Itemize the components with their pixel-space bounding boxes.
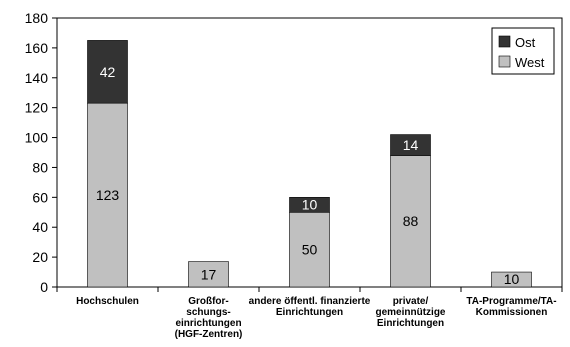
category-label-line: (HGF-Zentren) — [175, 329, 243, 340]
bar-ost — [390, 134, 431, 156]
legend-box — [491, 27, 555, 75]
category-label-line: einrichtungen — [175, 318, 241, 329]
legend-swatch-ost — [498, 35, 511, 48]
category-label: andere öffentl. finanzierte Einrichtungen — [249, 296, 371, 318]
category-label-line: Großfor- — [188, 296, 229, 307]
legend-swatch-west — [498, 55, 511, 68]
category-label-line: Einrichtungen — [276, 307, 343, 318]
category-label-line: schungs- — [186, 307, 230, 318]
bar-west — [491, 271, 532, 288]
data-label-west: 10 — [504, 271, 520, 287]
category-label: private/gemeinnützige Einrichtungen — [375, 296, 445, 329]
bar-west — [390, 155, 431, 288]
data-label-west: 123 — [96, 187, 120, 203]
category-label-line: TA-Programme/TA- — [466, 296, 556, 307]
y-tick-label: 100 — [25, 130, 49, 146]
y-tick-label: 160 — [25, 40, 49, 56]
y-tick-label: 180 — [25, 10, 49, 26]
y-tick-label: 0 — [40, 279, 48, 295]
data-label-west: 50 — [302, 242, 318, 258]
category-label-line: gemeinnützige — [375, 307, 445, 318]
bar-west — [87, 102, 128, 288]
category-label: Hochschulen — [76, 296, 139, 307]
bar-ost — [87, 40, 128, 104]
y-tick-label: 80 — [32, 159, 48, 175]
y-tick-label: 60 — [32, 189, 48, 205]
data-label-ost: 10 — [302, 196, 318, 212]
category-label-line: private/ — [393, 296, 429, 307]
category-label-line: andere öffentl. finanzierte — [249, 296, 371, 307]
data-label-west: 17 — [201, 266, 217, 282]
category-label: TA-Programme/TA-Kommissionen — [466, 296, 556, 318]
bar-ost — [289, 197, 330, 213]
bar-west — [188, 261, 229, 288]
category-label: Großfor-schungs-einrichtungen (HGF-Zentre… — [175, 296, 243, 340]
category-label-line: Kommissionen — [476, 307, 548, 318]
y-tick-label: 20 — [32, 249, 48, 265]
data-label-west: 88 — [403, 213, 419, 229]
y-tick-label: 40 — [32, 219, 48, 235]
bar-west — [289, 211, 330, 288]
category-label-line: Hochschulen — [76, 296, 139, 307]
legend-label-west: West — [515, 55, 545, 70]
legend-label-ost: Ost — [515, 35, 536, 50]
data-label-ost: 14 — [403, 137, 419, 153]
data-label-ost: 42 — [100, 64, 116, 80]
y-tick-label: 120 — [25, 100, 49, 116]
y-tick-label: 140 — [25, 70, 49, 86]
category-label-line: Einrichtungen — [377, 318, 444, 329]
